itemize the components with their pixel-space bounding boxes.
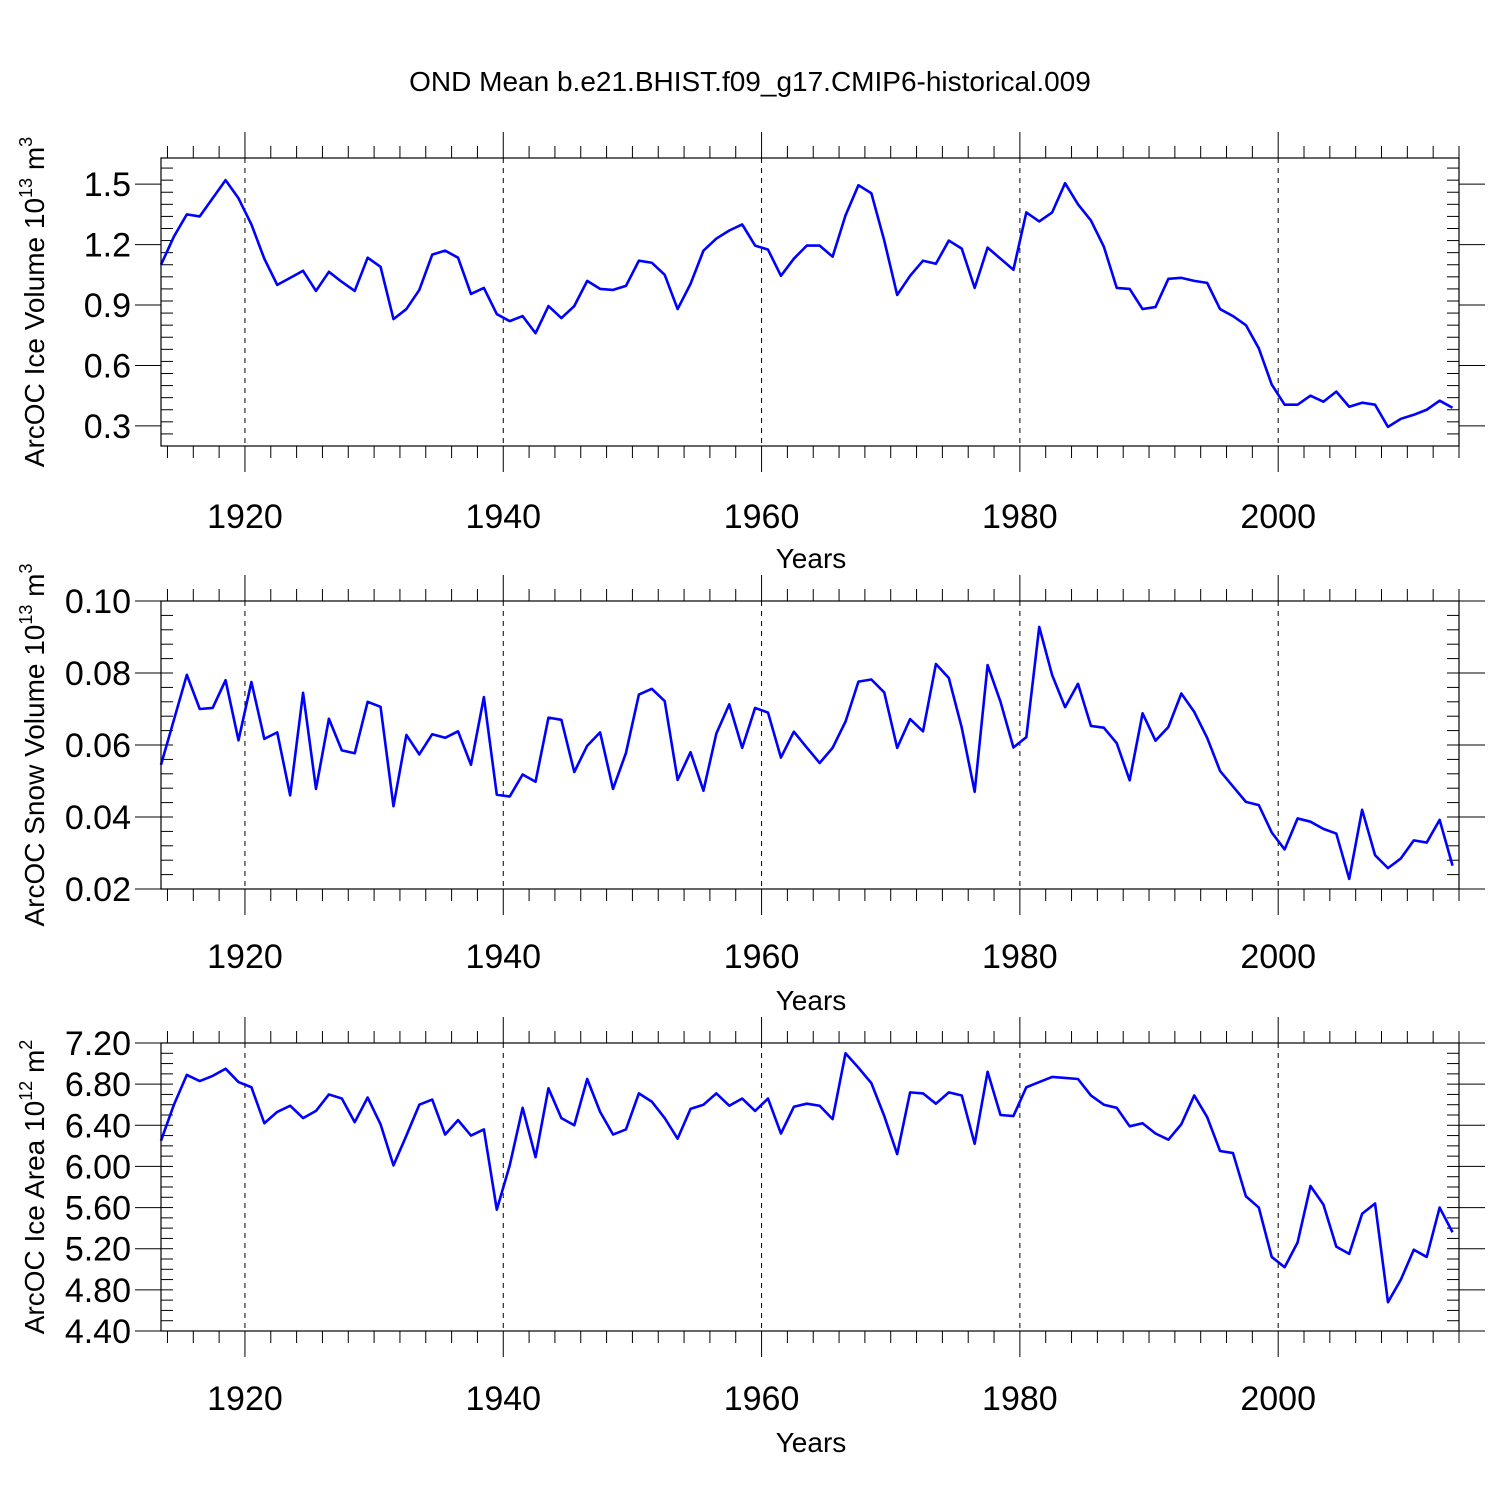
- y-tick-label: 0.08: [65, 655, 131, 693]
- figure-title: OND Mean b.e21.BHIST.f09_g17.CMIP6-histo…: [409, 66, 1091, 97]
- y-tick-label: 0.04: [65, 799, 131, 837]
- ice-volume-panel: 0.3 0.6 0.9 1.2 1.5 1920 1940 1960 1980 2000 Years…: [16, 132, 1485, 574]
- y-tick-label: 4.40: [65, 1313, 131, 1351]
- ice-volume-series-line: [159, 178, 1454, 429]
- y-tick-label: 0.9: [84, 287, 131, 325]
- y-axis-label: ArcOC Snow Volume 1013 m3: [16, 563, 50, 926]
- y-tick-label: 6.40: [65, 1107, 131, 1145]
- y-tick-label: 6.00: [65, 1148, 131, 1186]
- x-tick-label: 2000: [1240, 498, 1316, 536]
- plot-frame: [160, 600, 1460, 890]
- x-tick-label: 1920: [207, 498, 283, 536]
- x-tick-label: 1940: [465, 498, 541, 536]
- y-tick-label: 5.20: [65, 1231, 131, 1269]
- ice-area-panel: 4.404.805.205.60 6.006.406.807.20 1920 1940…: [16, 1017, 1485, 1458]
- y-tick-label: 0.3: [84, 408, 131, 446]
- ice-area-series-line: [159, 1051, 1454, 1304]
- x-tick-label: 2000: [1240, 938, 1316, 976]
- plot-frame: [160, 1042, 1460, 1332]
- x-tick-label: 1980: [982, 1380, 1058, 1418]
- x-tick-label: 1980: [982, 498, 1058, 536]
- y-tick-label: 5.60: [65, 1190, 131, 1228]
- y-tick-label: 6.80: [65, 1066, 131, 1104]
- y-tick-label: 0.06: [65, 727, 131, 765]
- x-tick-label: 1940: [465, 938, 541, 976]
- x-axis-label: Years: [776, 985, 847, 1016]
- y-tick-label: 4.80: [65, 1272, 131, 1310]
- plot-frame: [160, 157, 1460, 447]
- x-tick-label: 2000: [1240, 1380, 1316, 1418]
- x-tick-label: 1920: [207, 938, 283, 976]
- x-tick-label: 1980: [982, 938, 1058, 976]
- x-tick-label: 1960: [724, 938, 800, 976]
- y-tick-label: 0.02: [65, 871, 131, 909]
- x-tick-label: 1960: [724, 1380, 800, 1418]
- snow-volume-panel: 0.02 0.04 0.06 0.08 0.10 1920 1940 1960 1980 2000…: [16, 563, 1485, 1016]
- y-axis-label: ArcOC Ice Volume 1013 m3: [16, 137, 50, 467]
- y-tick-label: 0.6: [84, 347, 131, 385]
- x-tick-label: 1940: [465, 1380, 541, 1418]
- y-tick-label: 0.10: [65, 583, 131, 621]
- y-tick-label: 1.5: [84, 166, 131, 204]
- x-tick-label: 1960: [724, 498, 800, 536]
- y-tick-label: 1.2: [84, 227, 131, 265]
- y-tick-label: 7.20: [65, 1025, 131, 1063]
- y-axis-label: ArcOC Ice Area 1012 m2: [16, 1040, 50, 1335]
- x-axis-label: Years: [776, 543, 847, 574]
- x-axis-label: Years: [776, 1427, 847, 1458]
- snow-volume-series-line: [159, 625, 1454, 881]
- x-tick-label: 1920: [207, 1380, 283, 1418]
